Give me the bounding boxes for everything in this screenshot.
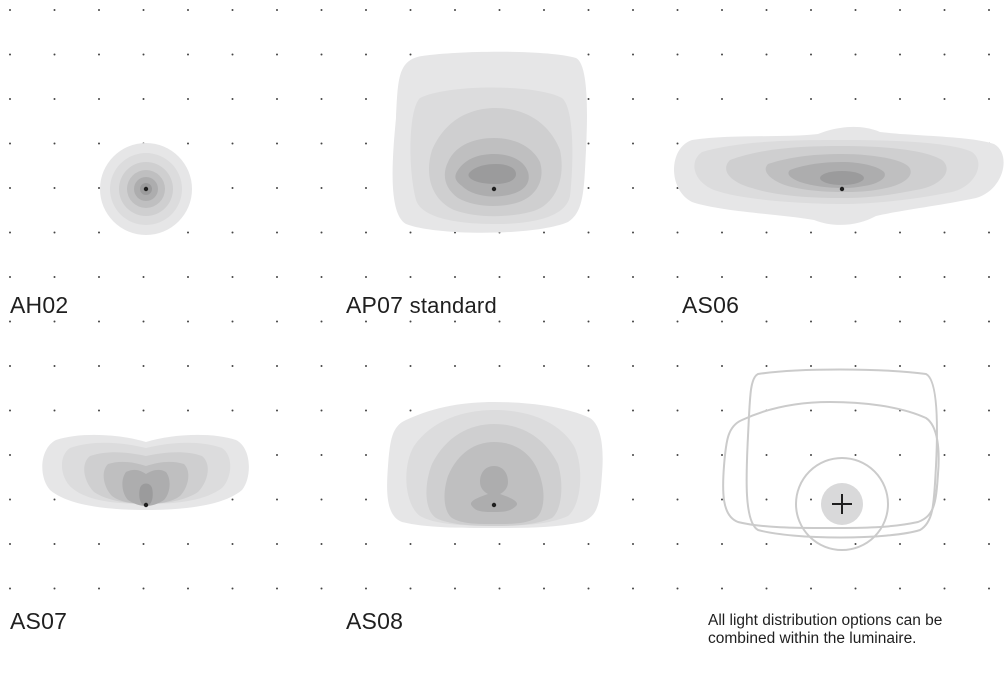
center-point-icon: [143, 502, 149, 508]
as06-label: AS06: [682, 292, 739, 319]
ah02-distribution: [100, 143, 192, 235]
center-point-icon: [491, 502, 497, 508]
as08-distribution: [387, 402, 603, 528]
as08-label: AS08: [346, 608, 403, 635]
panel-as07: AS07: [0, 316, 336, 636]
ap07-suffix: standard: [409, 293, 497, 318]
as06-distribution: [674, 126, 1004, 225]
ap07-code: AP07: [346, 292, 404, 318]
panel-as06: AS06: [672, 0, 1008, 320]
plus-icon: [832, 494, 852, 514]
ap07-distribution: [392, 51, 587, 233]
as07-code: AS07: [10, 608, 68, 634]
as08-code: AS08: [346, 608, 404, 634]
ap07-label: AP07 standard: [346, 292, 497, 319]
panel-combined: [672, 316, 1008, 636]
center-point-icon: [143, 186, 149, 192]
ah02-code: AH02: [10, 292, 69, 318]
as07-distribution: [42, 434, 249, 510]
center-point-icon: [491, 186, 497, 192]
panel-ah02: AH02: [0, 0, 336, 320]
combined-distribution-outlines: [722, 368, 940, 551]
as06-code: AS06: [682, 292, 740, 318]
panel-as08: AS08: [336, 316, 672, 636]
center-point-icon: [839, 186, 845, 192]
combined-note: All light distribution options can be co…: [708, 612, 943, 647]
panel-ap07: AP07 standard: [336, 0, 672, 320]
ah02-label: AH02: [10, 292, 68, 319]
as07-label: AS07: [10, 608, 67, 635]
